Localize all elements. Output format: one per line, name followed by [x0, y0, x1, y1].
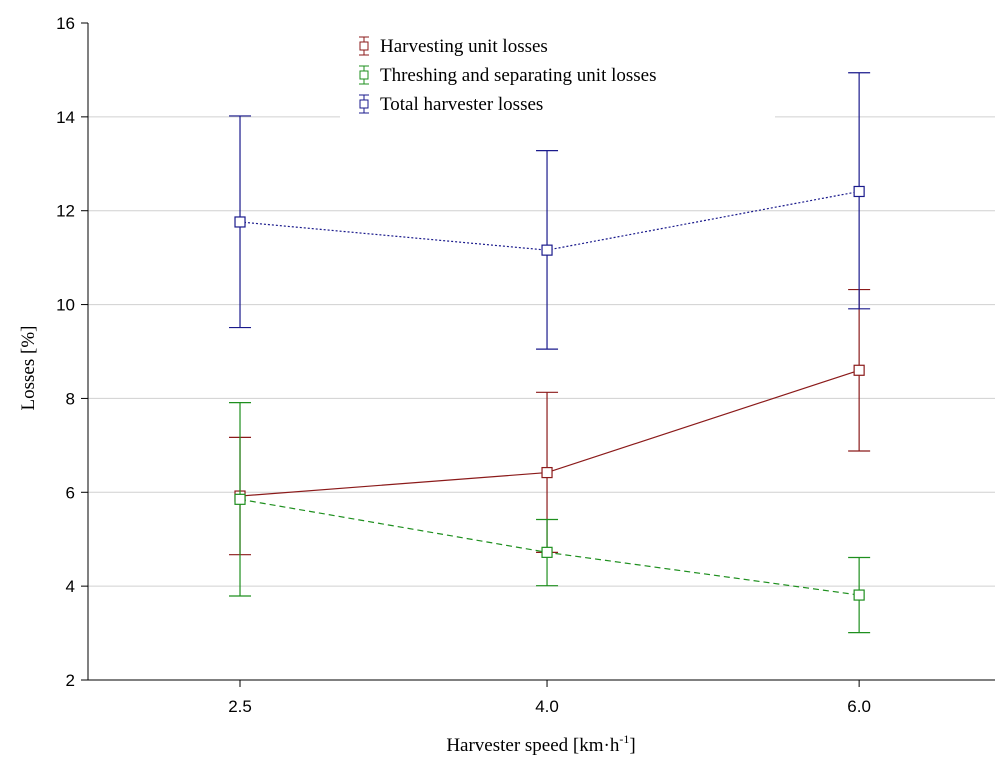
- data-point: [234, 216, 246, 228]
- y-tick-label: 10: [56, 296, 75, 315]
- legend-box: [340, 26, 775, 118]
- data-point: [541, 546, 553, 558]
- legend-label: Threshing and separating unit losses: [380, 65, 657, 86]
- y-tick-label: 14: [56, 108, 75, 127]
- legend-marker: [359, 70, 369, 80]
- series-1: [229, 288, 871, 556]
- y-tick-label: 8: [66, 389, 75, 408]
- series: [229, 72, 871, 634]
- legend-label: Total harvester losses: [380, 94, 543, 115]
- x-tick-label: 6.0: [847, 697, 871, 716]
- legend: Harvesting unit losses Threshing and sepa…: [340, 26, 775, 118]
- axes: 2 4 6 8 10 12 14 16 2.5 4.0 6.0: [56, 14, 995, 716]
- x-axis-label-superscript: -1: [619, 732, 629, 746]
- data-point: [853, 185, 865, 198]
- y-tick-label: 2: [66, 671, 75, 690]
- legend-label: Harvesting unit losses: [380, 36, 548, 57]
- legend-marker: [359, 99, 369, 109]
- data-point: [853, 589, 865, 601]
- x-tick-label: 2.5: [228, 697, 252, 716]
- legend-marker: [359, 41, 369, 51]
- data-point: [853, 364, 865, 376]
- y-tick-label: 16: [56, 14, 75, 33]
- y-tick-label: 4: [66, 577, 75, 596]
- y-tick-label: 12: [56, 202, 75, 221]
- data-point: [541, 244, 553, 256]
- y-tick-label: 6: [66, 483, 75, 502]
- x-axis-label: Harvester speed [km·h-1]: [446, 732, 635, 756]
- x-axis-label-suffix: ]: [629, 735, 635, 756]
- x-tick-label: 4.0: [535, 697, 559, 716]
- series-2: [229, 402, 871, 634]
- x-axis-label-main: Harvester speed [km·h: [446, 735, 620, 756]
- series-3: [229, 72, 871, 350]
- data-point: [234, 493, 246, 505]
- data-point: [541, 466, 553, 479]
- y-axis-label: Losses [%]: [18, 326, 39, 411]
- series-line: [239, 190, 860, 251]
